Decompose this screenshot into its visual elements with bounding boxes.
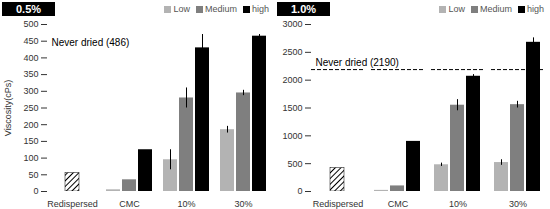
svg-text:2000: 2000 <box>282 75 302 85</box>
svg-text:Redispersed: Redispersed <box>313 199 364 209</box>
svg-text:300: 300 <box>23 86 38 96</box>
svg-text:1500: 1500 <box>282 103 302 113</box>
svg-text:1000: 1000 <box>282 131 302 141</box>
svg-text:0: 0 <box>33 186 38 196</box>
html-text:Low: Low <box>173 4 190 14</box>
svg-text:3000: 3000 <box>282 19 302 29</box>
svg-text:400: 400 <box>23 53 38 63</box>
svg-text:2500: 2500 <box>282 47 302 57</box>
svg-text:100: 100 <box>23 153 38 163</box>
svg-text:Redispersed: Redispersed <box>47 199 98 209</box>
html-text:Medium: Medium <box>205 4 237 14</box>
svg-text:250: 250 <box>23 103 38 113</box>
svg-text:150: 150 <box>23 136 38 146</box>
svg-text:30%: 30% <box>509 199 527 209</box>
html-text:1.0%: 1.0% <box>291 3 317 15</box>
svg-text:50: 50 <box>28 170 38 180</box>
html-text:Medium: Medium <box>480 4 512 14</box>
svg-text:200: 200 <box>23 120 38 130</box>
html-text:high: high <box>252 4 269 14</box>
svg-text:10%: 10% <box>449 199 467 209</box>
svg-text:450: 450 <box>23 36 38 46</box>
svg-text:10%: 10% <box>177 199 195 209</box>
svg-text:CMC: CMC <box>388 199 409 209</box>
svg-text:350: 350 <box>23 69 38 79</box>
svg-text:CMC: CMC <box>119 199 140 209</box>
svg-text:Viscosity(cPs): Viscosity(cPs) <box>3 80 13 136</box>
html-text:Low: Low <box>448 4 465 14</box>
svg-text:500: 500 <box>287 159 302 169</box>
svg-text:Never dried (486): Never dried (486) <box>52 37 130 48</box>
svg-text:30%: 30% <box>234 199 252 209</box>
svg-text:0: 0 <box>297 186 302 196</box>
html-text:0.5%: 0.5% <box>16 3 42 15</box>
html-text:high: high <box>527 4 544 14</box>
svg-text:500: 500 <box>23 19 38 29</box>
svg-text:Never dried (2190): Never dried (2190) <box>316 57 399 68</box>
